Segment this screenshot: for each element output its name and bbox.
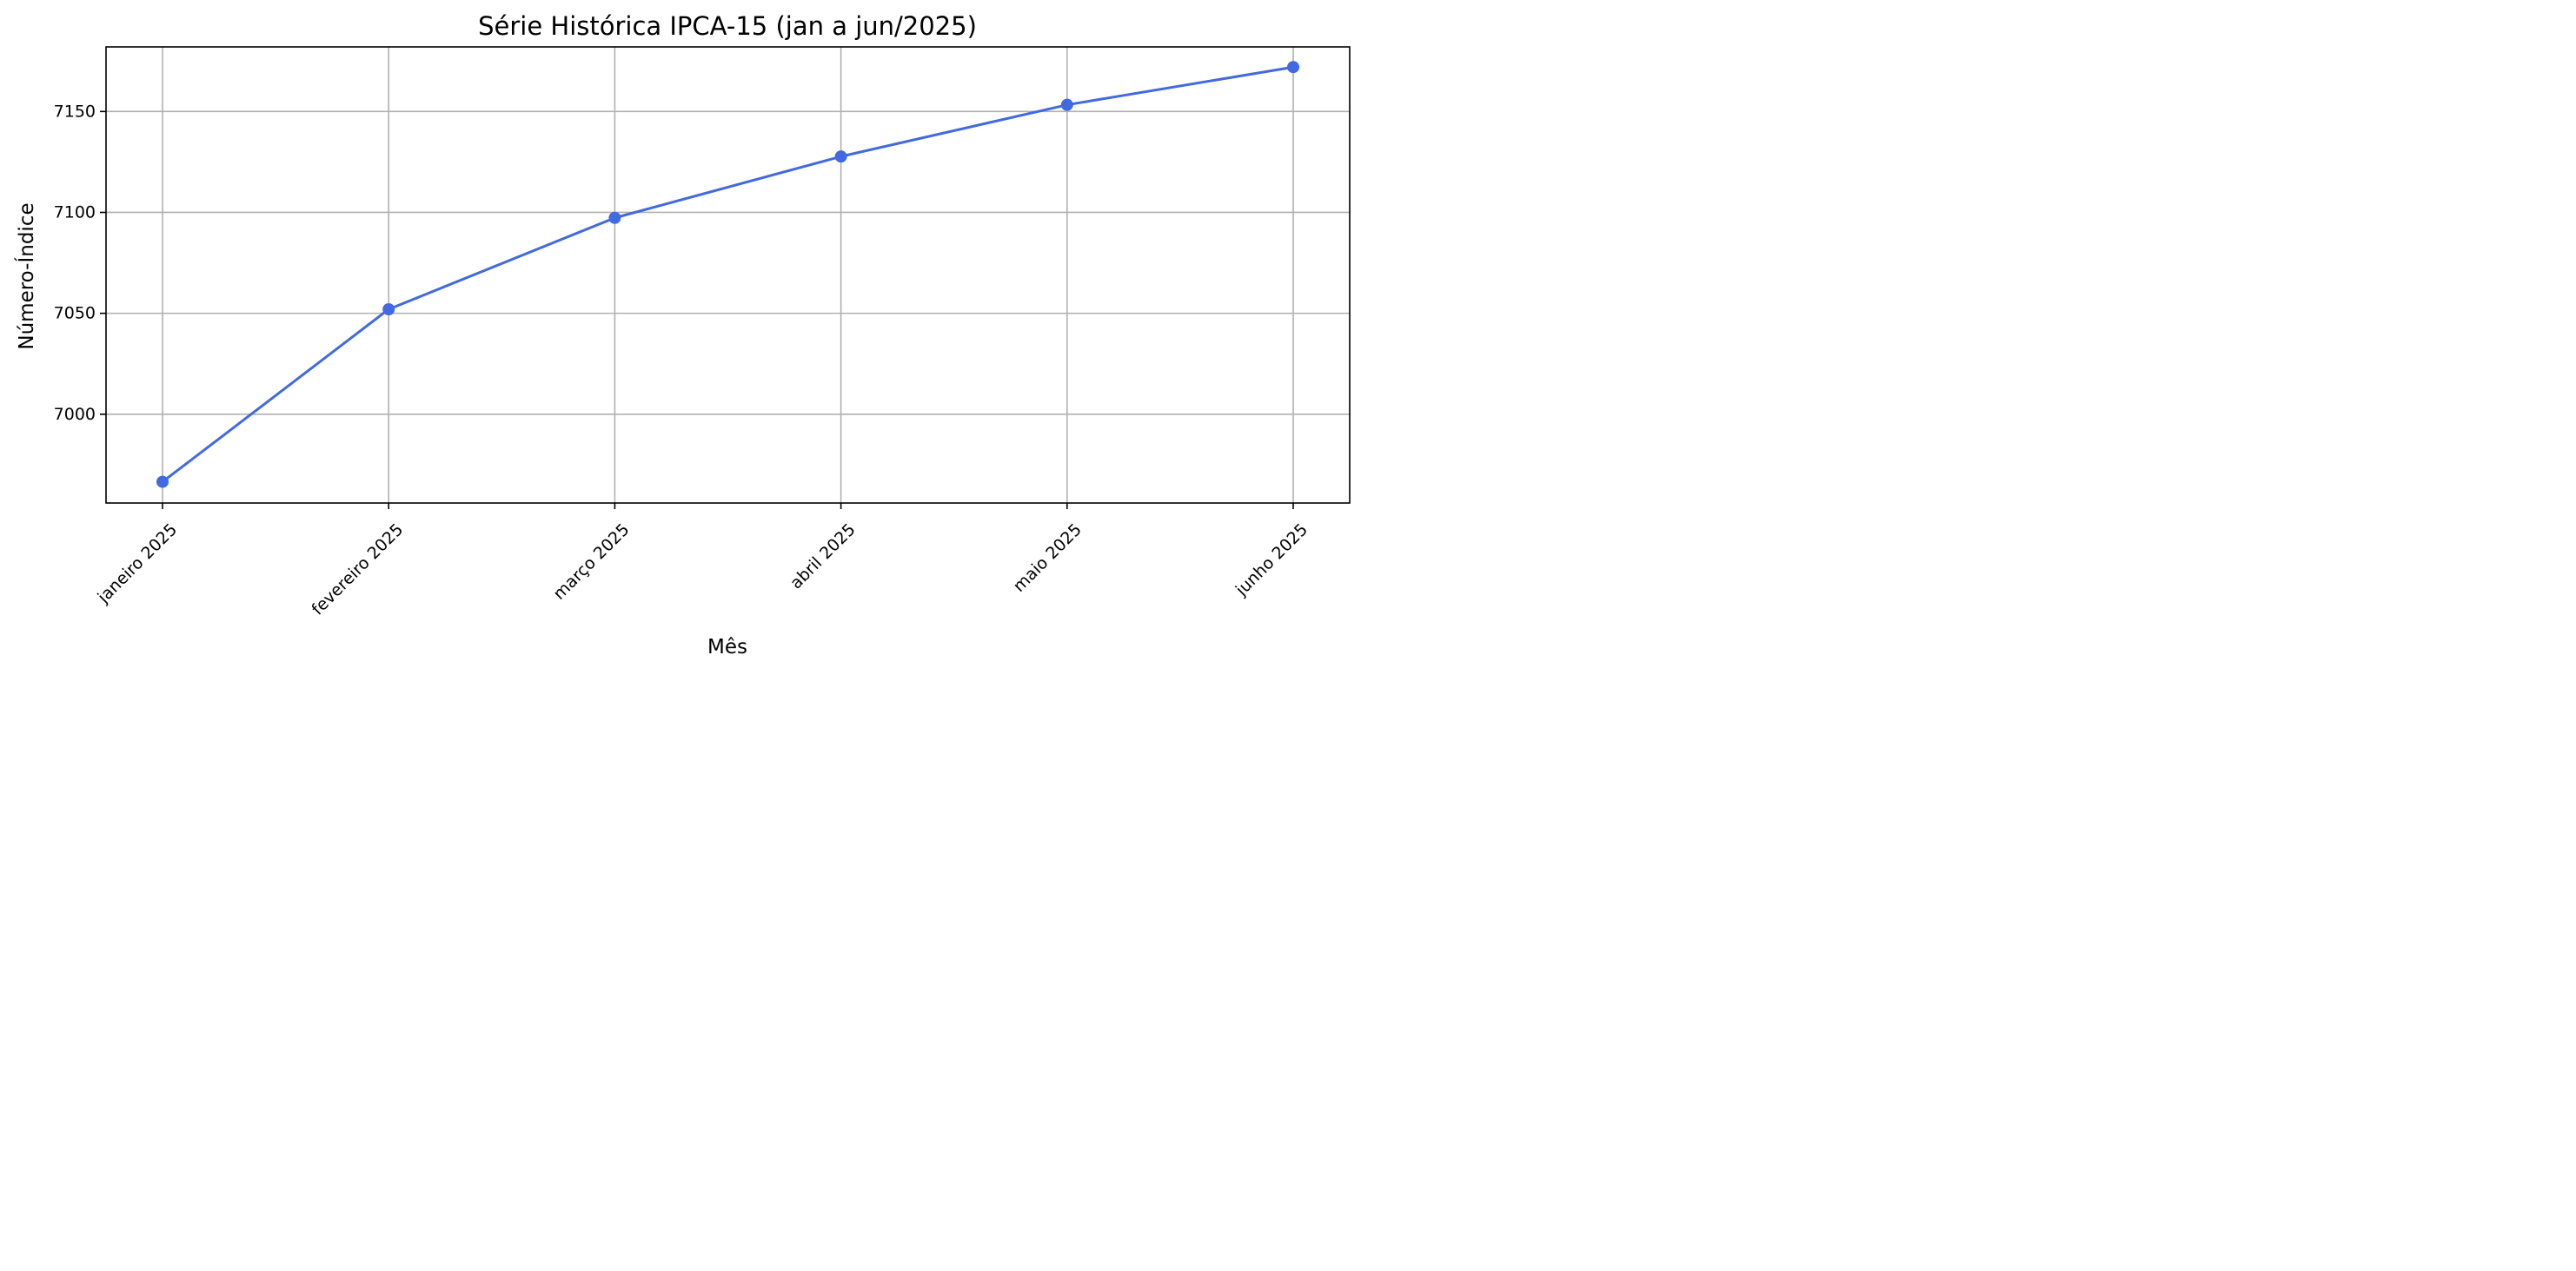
data-point	[1287, 61, 1299, 74]
series-line	[162, 65, 1294, 483]
grid	[106, 47, 1350, 503]
data-point	[608, 211, 621, 224]
data-point	[834, 150, 847, 163]
data-point	[156, 475, 169, 488]
x-tick-label: janeiro 2025	[93, 520, 181, 608]
x-tick-label: março 2025	[549, 520, 633, 604]
y-tick-label: 7150	[54, 102, 96, 121]
x-axis-label: Mês	[707, 636, 747, 659]
series-layer	[156, 61, 1299, 488]
x-tick-label: junho 2025	[1232, 520, 1311, 600]
y-axis-label: Número-Índice	[14, 202, 38, 349]
y-tick-label: 7050	[54, 304, 96, 323]
data-point	[382, 302, 395, 315]
y-tick-label: 7100	[54, 202, 96, 222]
y-axis-ticks: 7000 7050 7100 7150	[54, 102, 106, 424]
x-tick-label: maio 2025	[1010, 520, 1086, 596]
chart-title: Série Histórica IPCA-15 (jan a jun/2025)	[478, 11, 977, 41]
x-tick-label: fevereiro 2025	[308, 520, 407, 619]
y-tick-label: 7000	[54, 405, 96, 424]
data-point	[1060, 98, 1073, 111]
x-tick-label: abril 2025	[787, 520, 860, 593]
x-axis-ticks: janeiro 2025 fevereiro 2025 março 2025 abri…	[93, 503, 1311, 619]
line-chart: Série Histórica IPCA-15 (jan a jun/2025)…	[14, 11, 1351, 659]
plot-frame	[105, 46, 1351, 504]
